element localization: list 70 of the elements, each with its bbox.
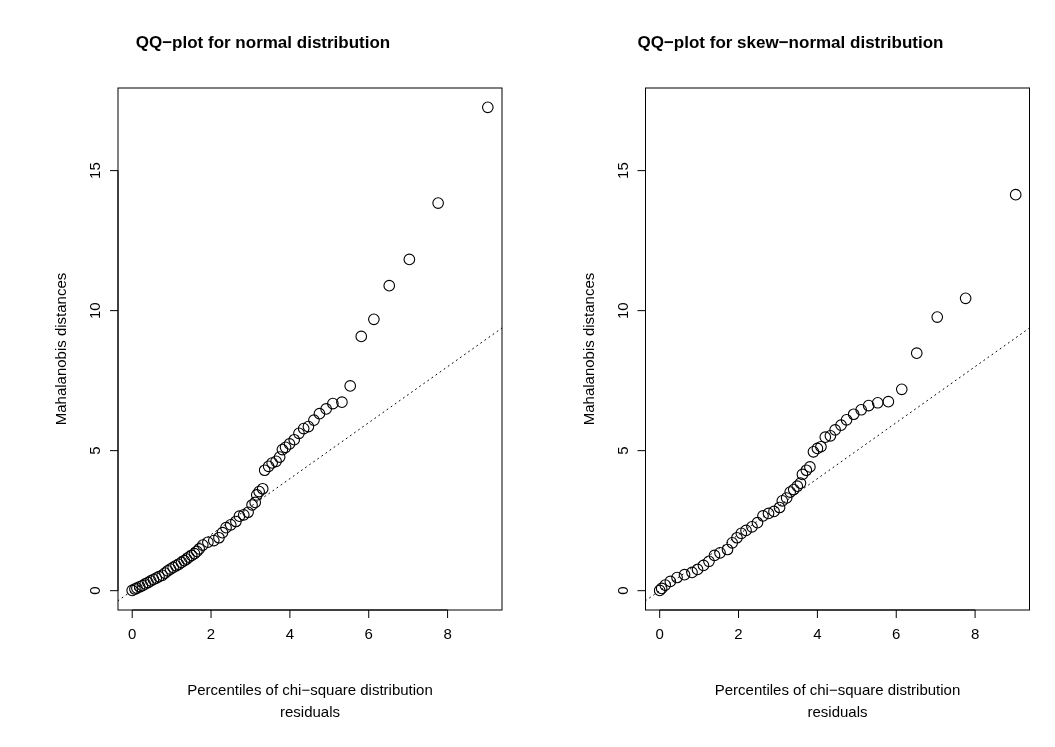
y-tick-label: 10 — [86, 302, 103, 319]
point — [847, 408, 860, 421]
x-tick-label: 4 — [285, 625, 295, 642]
point — [895, 383, 908, 396]
y-tick-label: 15 — [86, 162, 103, 179]
x-tick-label: 6 — [892, 625, 901, 642]
point — [811, 442, 824, 455]
x-axis-title: Percentiles of chi−square distribution residuals — [714, 681, 961, 720]
point — [746, 520, 758, 533]
point — [726, 536, 739, 549]
point — [800, 464, 813, 477]
point — [791, 480, 804, 493]
x-tick-label: 6 — [364, 625, 373, 642]
x-tick-label: 2 — [734, 625, 743, 642]
point — [815, 440, 827, 453]
point — [678, 568, 691, 581]
point — [686, 566, 698, 579]
point — [664, 575, 677, 588]
y-tick-label: 10 — [613, 302, 631, 319]
point — [840, 414, 853, 426]
point — [829, 424, 841, 436]
point — [740, 524, 752, 537]
point — [731, 531, 743, 544]
point — [703, 555, 715, 568]
point — [910, 347, 923, 360]
point — [762, 507, 775, 520]
point — [1009, 188, 1022, 201]
point — [671, 571, 683, 584]
y-axis-title: Mahalanobis distances — [579, 272, 597, 426]
y-tick-label: 5 — [613, 446, 631, 455]
point — [735, 527, 748, 540]
x-tick-label: 4 — [813, 625, 822, 642]
y-tick-label: 15 — [613, 162, 631, 179]
point — [882, 395, 895, 408]
point — [819, 431, 832, 444]
y-tick-label: 5 — [86, 446, 103, 455]
x-tick-label: 8 — [443, 625, 452, 642]
y-axis-title: Mahalanobis distances — [52, 272, 69, 426]
point — [931, 311, 944, 323]
point — [768, 505, 780, 518]
point — [794, 477, 807, 489]
point — [835, 419, 847, 432]
point — [757, 510, 769, 522]
point — [871, 396, 884, 409]
x-tick-label: 0 — [128, 625, 137, 642]
point — [796, 468, 809, 481]
point — [659, 579, 672, 591]
point — [691, 563, 704, 576]
chart-title: QQ−plot for normal distribution — [135, 33, 391, 52]
x-tick-label: 8 — [970, 625, 980, 642]
x-tick-label: 2 — [206, 625, 216, 642]
point — [773, 501, 786, 514]
point — [780, 492, 793, 504]
point — [714, 547, 726, 559]
point — [804, 461, 816, 473]
point — [807, 445, 820, 458]
x-axis-title: Percentiles of chi−square distribution residuals — [187, 681, 433, 720]
point — [855, 403, 868, 416]
point — [751, 516, 764, 529]
point — [697, 559, 710, 572]
chart-title: QQ−plot for skew−normal distribution — [637, 33, 944, 52]
point — [824, 429, 837, 442]
y-tick-label: 0 — [613, 586, 631, 595]
y-tick-label: 0 — [86, 586, 103, 595]
x-tick-label: 0 — [655, 625, 664, 642]
point — [862, 399, 875, 412]
point — [776, 494, 789, 507]
point — [959, 292, 972, 305]
point — [708, 549, 721, 562]
point — [721, 543, 734, 556]
